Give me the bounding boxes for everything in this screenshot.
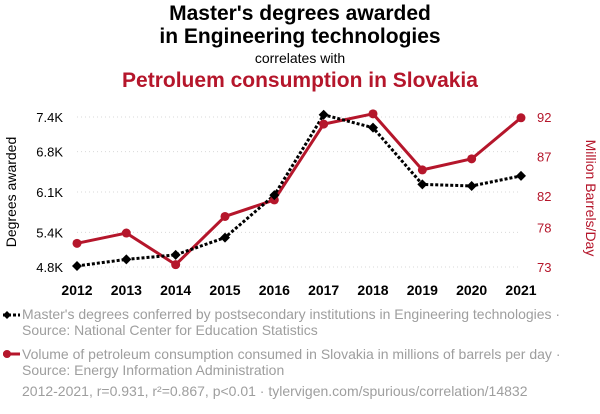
petroleum-point (121, 228, 131, 238)
y-right-tick-label: 87 (537, 149, 551, 164)
petroleum-point (220, 211, 230, 221)
degrees-point (269, 190, 280, 201)
x-tick-label: 2017 (308, 282, 339, 298)
degrees-point (466, 180, 477, 191)
y-right-axis-label: Million Barrels/Day (583, 140, 599, 257)
degrees-point (318, 109, 329, 120)
x-tick-label: 2021 (505, 282, 536, 298)
y-left-tick-label: 6.1K (36, 185, 63, 200)
x-tick-label: 2014 (160, 282, 191, 298)
y-right-tick-label: 92 (537, 110, 551, 125)
chart-title-line2: in Engineering technologies (159, 25, 441, 48)
y-right-tick-label: 73 (537, 260, 551, 275)
x-tick-label: 2019 (407, 282, 438, 298)
petroleum-point (417, 165, 427, 175)
legend-item-petroleum: Volume of petroleum consumption consumed… (22, 346, 582, 378)
degrees-point (220, 232, 230, 243)
legend-petroleum-marker (3, 350, 11, 358)
x-tick-label: 2020 (456, 282, 487, 298)
petroleum-point (467, 154, 477, 164)
degrees-point (121, 254, 132, 265)
correlates-with-text: correlates with (254, 50, 346, 66)
y-left-axis-label: Degrees awarded (3, 137, 19, 248)
series-petroleum-line (76, 112, 522, 267)
legend-item-degrees: Master's degrees conferred by postsecond… (22, 306, 582, 338)
series-degrees-line (76, 113, 522, 268)
petroleum-point (72, 238, 82, 248)
x-tick-label: 2016 (259, 282, 290, 298)
x-tick-label: 2018 (357, 282, 388, 298)
y-left-tick-label: 5.4K (36, 225, 63, 240)
petroleum-point (319, 119, 329, 129)
degrees-point (417, 179, 428, 190)
y-right-tick-label: 78 (537, 221, 551, 236)
petroleum-point (171, 260, 181, 270)
petroleum-point (516, 113, 526, 123)
y-left-tick-label: 4.8K (36, 260, 63, 275)
degrees-point (72, 260, 82, 271)
y-left-tick-label: 7.4K (36, 110, 63, 125)
legend-degrees-marker (3, 311, 11, 319)
chart-title-line1: Master's degrees awarded (169, 2, 431, 25)
degrees-point (516, 170, 526, 181)
legend-petroleum-text: Volume of petroleum consumption consumed… (22, 346, 561, 378)
degrees-point (368, 122, 378, 133)
x-tick-label: 2015 (209, 282, 240, 298)
y-left-tick-label: 6.8K (36, 145, 63, 160)
degrees-point (170, 249, 181, 260)
chart-title-secondary: Petroluem consumption in Slovakia (122, 69, 478, 92)
x-tick-label: 2013 (111, 282, 142, 298)
y-right-tick-label: 82 (537, 189, 551, 204)
footer-source: 2012-2021, r=0.931, r²=0.867, p<0.01 · t… (22, 383, 528, 399)
x-tick-label: 2012 (61, 282, 92, 298)
petroleum-point (368, 109, 378, 119)
legend-degrees-text: Master's degrees conferred by postsecond… (22, 306, 561, 338)
